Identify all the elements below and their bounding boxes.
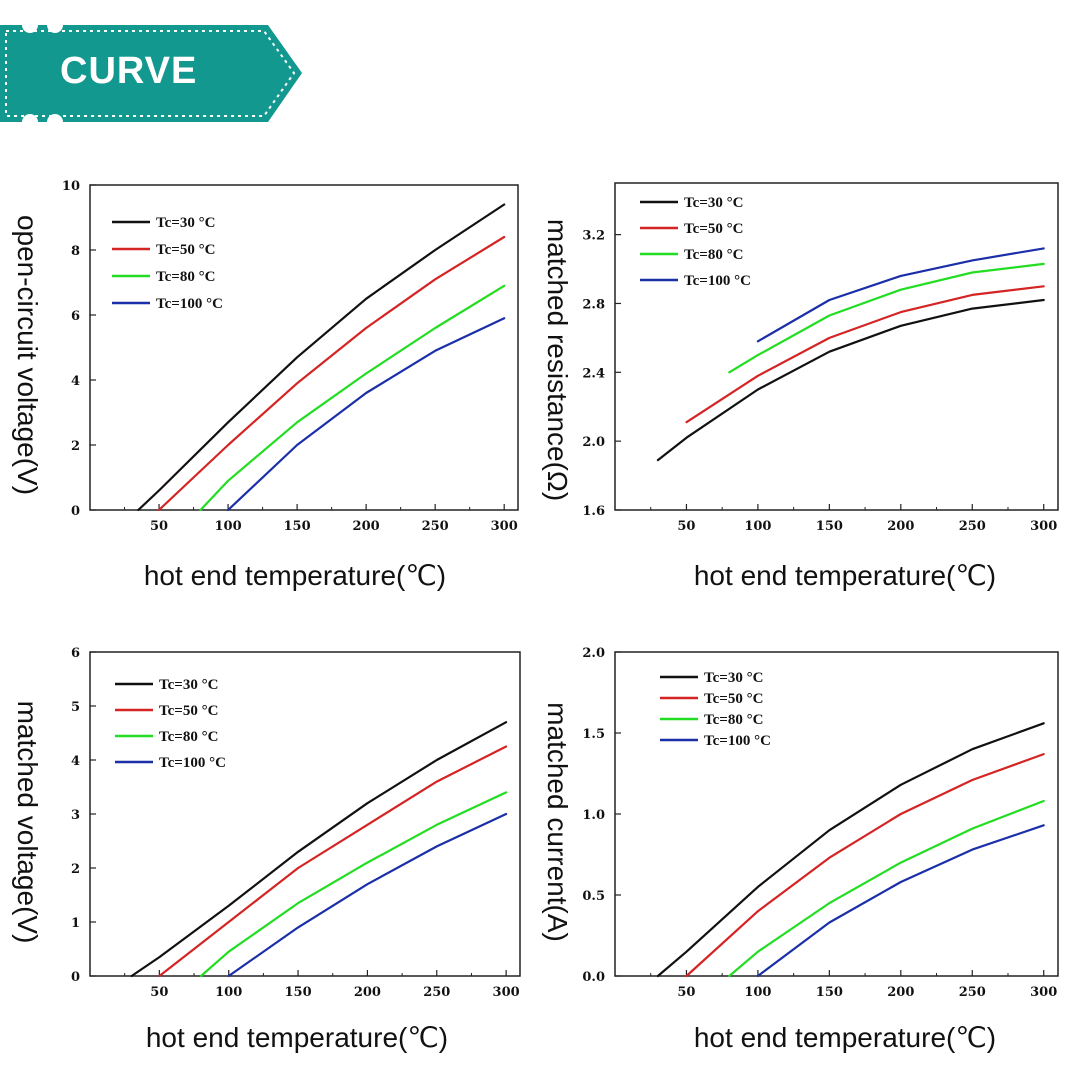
plot-frame	[614, 651, 1059, 977]
x-tick-label: 100	[215, 985, 242, 1000]
legend-entry: Tc=80 °C	[684, 247, 743, 263]
x-tick-label: 300	[1030, 519, 1057, 534]
x-tick-label: 300	[491, 519, 518, 534]
series-line	[756, 247, 1045, 343]
x-tick-label: 150	[284, 519, 311, 534]
banner-notch	[47, 114, 63, 130]
x-tick-label: 250	[422, 519, 449, 534]
banner-notch	[22, 17, 38, 33]
x-axis-label: hot end temperature(℃)	[144, 560, 446, 591]
series-line	[685, 752, 1045, 978]
y-tick-label: 6	[71, 646, 80, 661]
series-line	[199, 284, 506, 512]
legend-entry: Tc=80 °C	[159, 729, 218, 745]
y-tick-label: 2.8	[582, 297, 605, 312]
x-tick-label: 200	[887, 519, 914, 534]
x-tick-label: 150	[816, 519, 843, 534]
x-tick-label: 150	[816, 985, 843, 1000]
legend-entry: Tc=50 °C	[684, 221, 743, 237]
y-tick-label: 1.5	[582, 727, 605, 742]
y-tick-label: 1	[71, 916, 80, 931]
legend-entry: Tc=50 °C	[156, 242, 215, 258]
series-line	[157, 235, 506, 512]
x-tick-label: 300	[493, 985, 520, 1000]
legend-entry: Tc=30 °C	[684, 195, 743, 211]
y-axis-label: open-circuit voltage(V)	[12, 215, 43, 495]
series-line	[227, 317, 506, 512]
y-tick-label: 2	[71, 439, 80, 454]
y-tick-label: 2.0	[582, 646, 605, 661]
x-tick-label: 200	[887, 985, 914, 1000]
banner-shape	[0, 25, 302, 122]
x-tick-label: 50	[150, 519, 168, 534]
x-tick-label: 100	[744, 519, 771, 534]
y-axis-label: matched current(A)	[542, 702, 573, 942]
y-tick-label: 0	[71, 970, 80, 985]
plot-frame	[89, 184, 519, 511]
y-axis-label: matched voltage(V)	[12, 701, 43, 944]
series-line	[756, 824, 1045, 978]
series-line	[199, 791, 508, 978]
legend-entry: Tc=50 °C	[704, 691, 763, 707]
x-tick-label: 250	[959, 519, 986, 534]
series-line	[685, 285, 1045, 424]
y-tick-label: 2.0	[582, 435, 605, 450]
y-tick-label: 10	[62, 179, 80, 194]
y-axis-label: matched resistance(Ω)	[542, 219, 573, 501]
x-tick-label: 100	[214, 519, 241, 534]
legend-entry: Tc=100 °C	[704, 733, 771, 749]
legend-entry: Tc=30 °C	[156, 215, 215, 231]
x-tick-label: 50	[677, 985, 695, 1000]
y-tick-label: 4	[71, 374, 80, 389]
plot-frame	[614, 182, 1059, 511]
x-axis-label: hot end temperature(℃)	[694, 1022, 996, 1053]
series-line	[728, 262, 1045, 374]
plot-frame	[89, 651, 521, 977]
legend-entry: Tc=30 °C	[159, 677, 218, 693]
x-tick-label: 200	[354, 985, 381, 1000]
x-tick-label: 300	[1030, 985, 1057, 1000]
curve-banner	[0, 17, 302, 130]
x-tick-label: 50	[150, 985, 168, 1000]
series-line	[158, 745, 508, 978]
y-tick-label: 6	[71, 309, 80, 324]
x-tick-label: 100	[744, 985, 771, 1000]
banner-notch	[47, 17, 63, 33]
y-tick-label: 3	[71, 808, 80, 823]
series-line	[656, 722, 1045, 978]
x-tick-label: 200	[353, 519, 380, 534]
banner-notch	[22, 114, 38, 130]
x-tick-label: 250	[423, 985, 450, 1000]
legend-entry: Tc=50 °C	[159, 703, 218, 719]
y-tick-label: 3.2	[582, 229, 605, 244]
x-tick-label: 50	[677, 519, 695, 534]
y-tick-label: 2	[71, 862, 80, 877]
y-tick-label: 0.5	[582, 889, 605, 904]
legend-entry: Tc=30 °C	[704, 670, 763, 686]
x-tick-label: 250	[959, 985, 986, 1000]
y-tick-label: 0	[71, 504, 80, 519]
y-tick-label: 4	[71, 754, 80, 769]
y-tick-label: 8	[71, 244, 80, 259]
legend-entry: Tc=80 °C	[156, 269, 215, 285]
y-tick-label: 1.6	[582, 504, 605, 519]
series-line	[656, 298, 1045, 462]
y-tick-label: 1.0	[582, 808, 605, 823]
series-line	[130, 721, 508, 978]
x-axis-label: hot end temperature(℃)	[694, 560, 996, 591]
x-tick-label: 150	[284, 985, 311, 1000]
y-tick-label: 0.0	[582, 970, 605, 985]
y-tick-label: 2.4	[582, 366, 605, 381]
series-line	[137, 203, 506, 512]
banner-title: CURVE	[60, 50, 198, 92]
legend-entry: Tc=100 °C	[159, 755, 226, 771]
legend-entry: Tc=100 °C	[156, 296, 223, 312]
series-line	[227, 812, 508, 978]
y-tick-label: 5	[71, 700, 80, 715]
series-line	[728, 799, 1045, 978]
x-axis-label: hot end temperature(℃)	[146, 1022, 448, 1053]
legend-entry: Tc=80 °C	[704, 712, 763, 728]
legend-entry: Tc=100 °C	[684, 273, 751, 289]
